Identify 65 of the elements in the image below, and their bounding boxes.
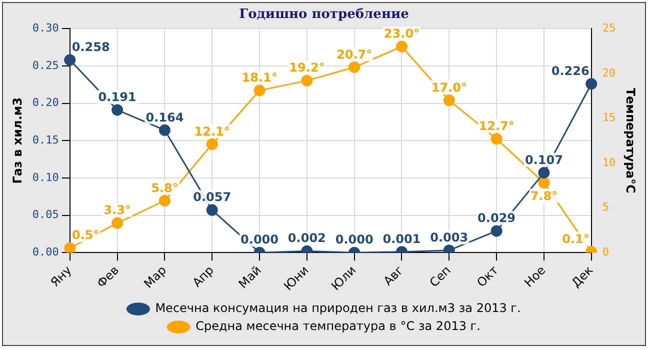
data-label: 18.1° (242, 70, 278, 85)
y2-tick-label: 15 (602, 111, 616, 124)
point (490, 133, 502, 145)
data-label: 0.5° (72, 228, 100, 242)
y-axis-title: Газ в хил.м3 (10, 97, 24, 184)
point (254, 84, 266, 96)
data-label: 0.258 (72, 40, 110, 54)
point (443, 94, 455, 106)
y-tick-label: 0.00 (32, 245, 59, 258)
point (586, 78, 598, 90)
y2-tick-label: 0 (602, 245, 609, 258)
data-label: 12.1° (194, 124, 230, 138)
data-label: 12.7° (478, 118, 514, 133)
y-tick-label: 0.10 (32, 170, 59, 184)
legend-label: Месечна консумация на природен газ в хил.м3 за 2013 г. (155, 301, 521, 316)
x-tick-label: Окт (474, 263, 501, 290)
point (396, 40, 408, 52)
point (206, 138, 218, 150)
data-label: 20.7° (336, 47, 372, 62)
data-label: 7.8° (530, 188, 558, 203)
point (348, 61, 360, 73)
data-label: 5.8° (151, 180, 178, 195)
data-label: 0.164 (146, 110, 184, 124)
y2-axis-title: Температура°C (624, 88, 638, 194)
data-label: 0.000 (335, 232, 374, 247)
point (538, 176, 550, 188)
data-label: 0.003 (430, 230, 468, 244)
point (64, 54, 76, 66)
data-label: 0.001 (382, 232, 421, 246)
y-tick-label: 0.15 (32, 133, 59, 146)
data-label: 0.191 (98, 90, 136, 104)
data-label: 0.1° (562, 232, 590, 246)
y-tick-label: 0.20 (32, 96, 59, 110)
x-tick-label: Апр (190, 263, 216, 290)
point (206, 204, 218, 216)
chart-title: Годишно потребление (239, 7, 409, 22)
data-label: 23.0° (384, 26, 420, 41)
point (538, 166, 550, 178)
point (64, 242, 76, 253)
data-label: 0.107 (524, 152, 563, 167)
legend-label: Средна месечна температура в °C за 2013 г. (196, 319, 480, 334)
x-tick-label: Сеп (426, 263, 454, 290)
data-label: 0.000 (240, 232, 278, 247)
y-tick-label: 0.25 (32, 58, 59, 72)
y-tick-label: 0.05 (32, 208, 59, 222)
data-label: 19.2° (289, 60, 325, 75)
y2-tick-label: 5 (602, 200, 609, 214)
point (112, 104, 124, 116)
x-tick-label: Фев (94, 263, 122, 291)
point (158, 194, 170, 206)
y-tick-label: 0.30 (32, 21, 59, 34)
y2-tick-label: 10 (602, 156, 616, 169)
data-label: 0.002 (288, 231, 326, 246)
data-label: 0.057 (193, 190, 232, 204)
data-label: 17.0° (431, 80, 467, 94)
point (112, 217, 124, 229)
x-tick-label: Авг (380, 263, 406, 288)
point (158, 124, 170, 136)
data-label: 3.3° (104, 203, 131, 218)
point (301, 74, 313, 86)
data-label: 0.029 (478, 211, 516, 226)
y2-tick-label: 20 (602, 66, 616, 80)
x-tick-label: Ное (522, 263, 548, 290)
y2-tick-label: 25 (602, 21, 616, 34)
data-label: 0.226 (551, 64, 590, 78)
